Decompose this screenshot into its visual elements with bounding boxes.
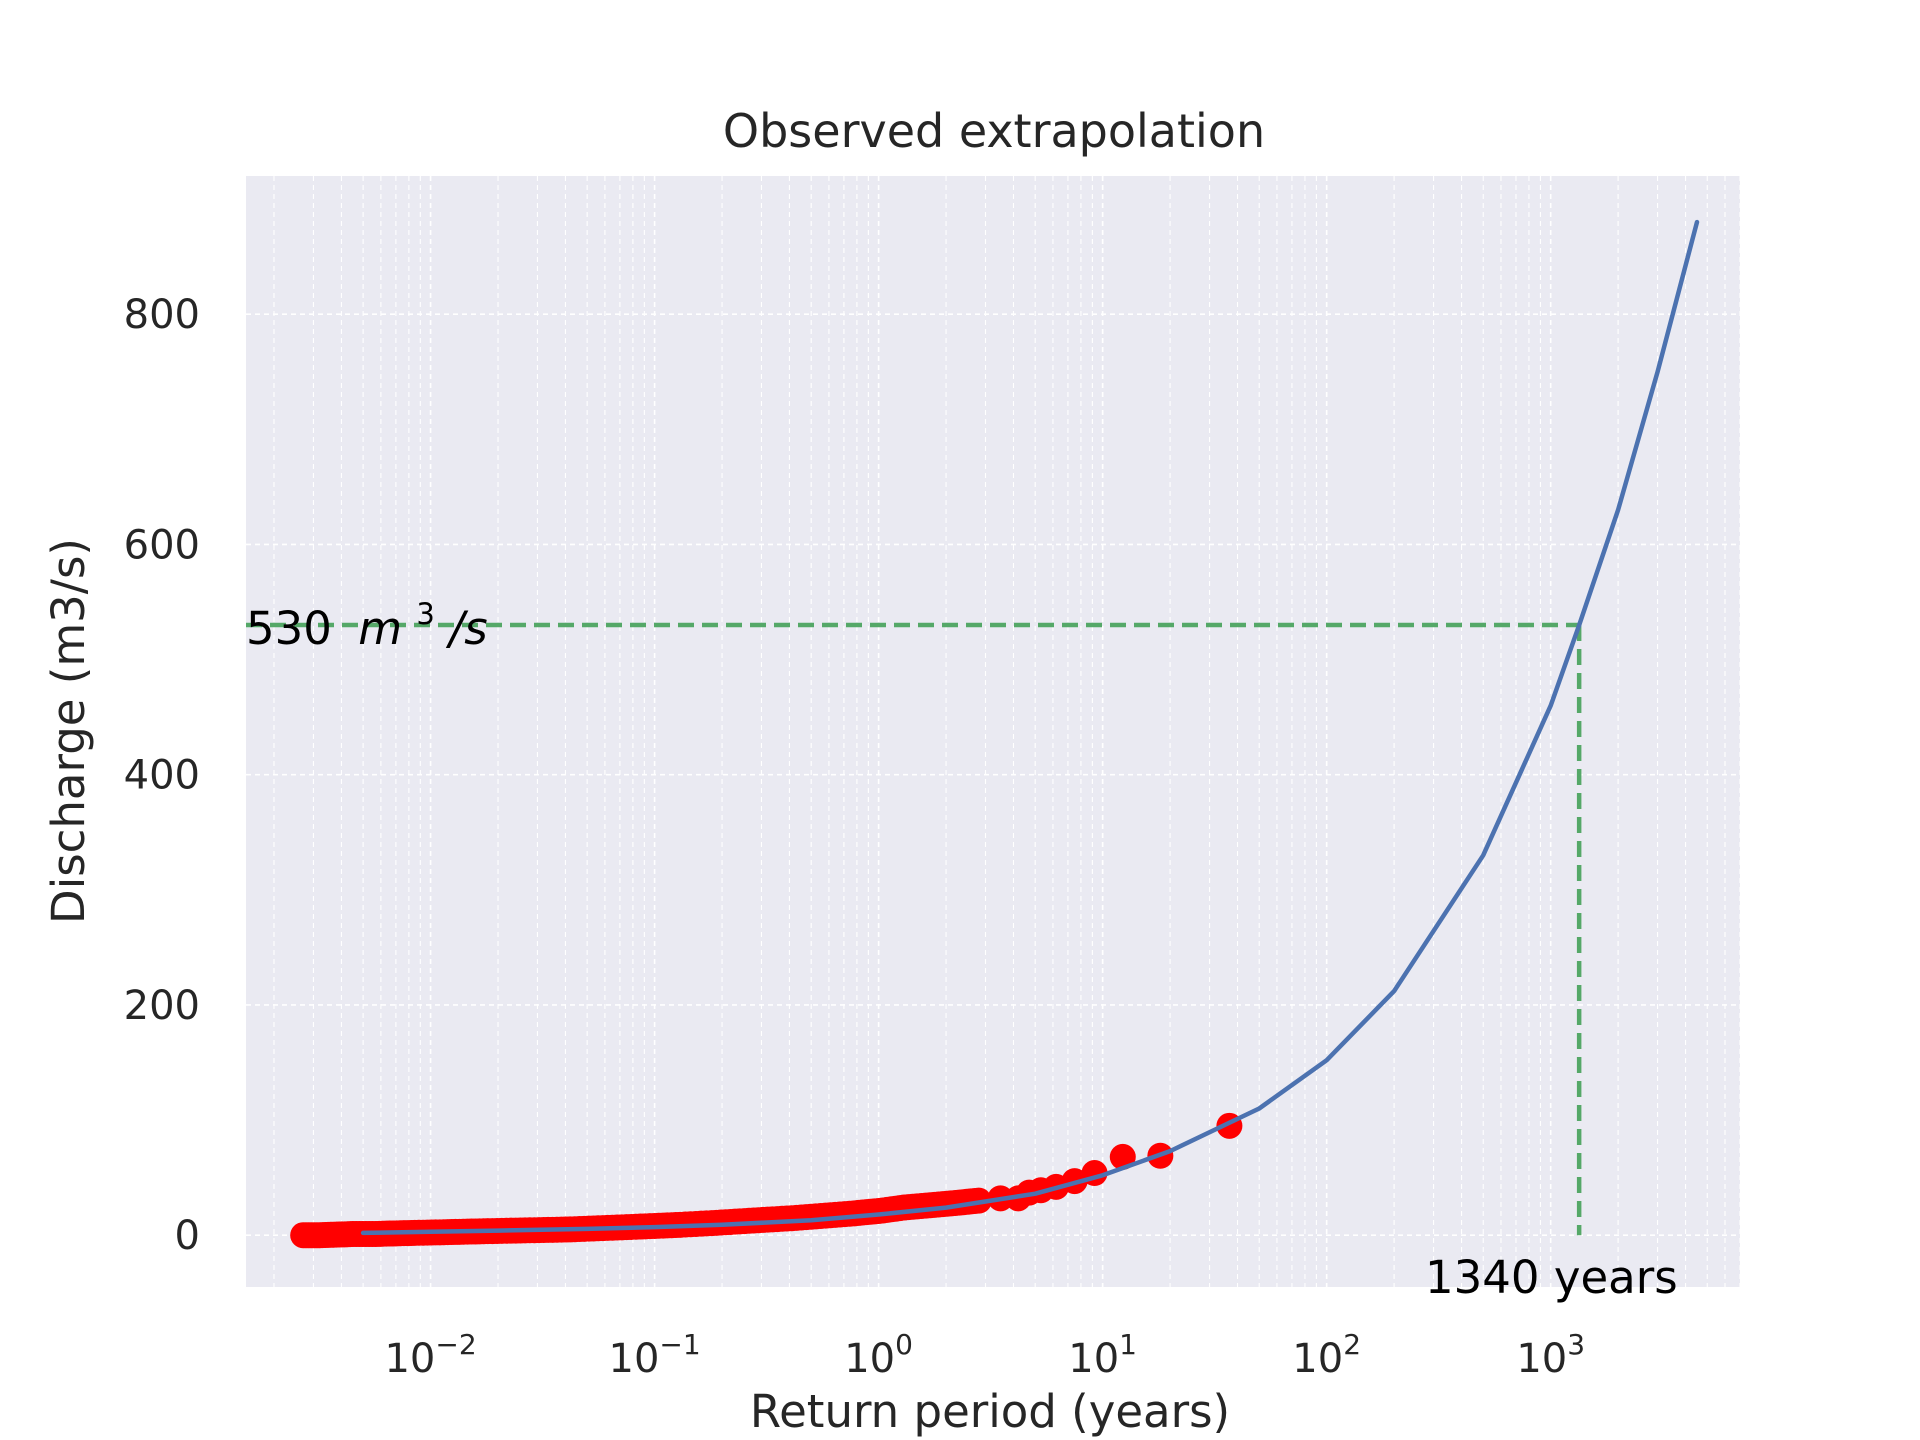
x-tick-label: 101 bbox=[1068, 1328, 1137, 1382]
reference-discharge-unit-exp: 3 bbox=[416, 597, 434, 631]
reference-discharge-value: 530 bbox=[246, 602, 332, 655]
x-tick-label: 10−2 bbox=[384, 1328, 476, 1382]
x-tick-labels: 10−2 10−1 100 101 102 103 bbox=[384, 1328, 1585, 1382]
plot-area bbox=[246, 176, 1740, 1287]
fit-curve bbox=[360, 219, 1700, 1236]
fit-line bbox=[360, 219, 1700, 1236]
x-tick-label: 102 bbox=[1292, 1328, 1361, 1382]
x-tick-label: 103 bbox=[1516, 1328, 1585, 1382]
chart-title: Observed extrapolation bbox=[723, 104, 1265, 158]
reference-discharge-unit-base: m bbox=[358, 602, 402, 655]
reference-lines bbox=[246, 622, 1582, 1236]
y-tick-label: 600 bbox=[124, 522, 200, 568]
y-tick-label: 400 bbox=[124, 753, 200, 799]
x-tick-label: 10−1 bbox=[609, 1328, 701, 1382]
x-tick-label: 100 bbox=[844, 1328, 913, 1382]
reference-discharge-label: 530 m 3 /s bbox=[246, 582, 488, 655]
y-tick-label: 200 bbox=[124, 983, 200, 1029]
reference-period-label: 1340 years bbox=[1425, 1251, 1678, 1304]
y-tick-labels: 0 200 400 600 800 bbox=[124, 292, 200, 1259]
y-tick-label: 0 bbox=[175, 1213, 200, 1259]
x-axis-label: Return period (years) bbox=[750, 1385, 1230, 1438]
grid-lines bbox=[246, 176, 1741, 1287]
y-tick-label: 800 bbox=[124, 292, 200, 338]
y-axis-label: Discharge (m3/s) bbox=[42, 538, 95, 924]
reference-discharge-unit-rest: /s bbox=[445, 602, 488, 655]
